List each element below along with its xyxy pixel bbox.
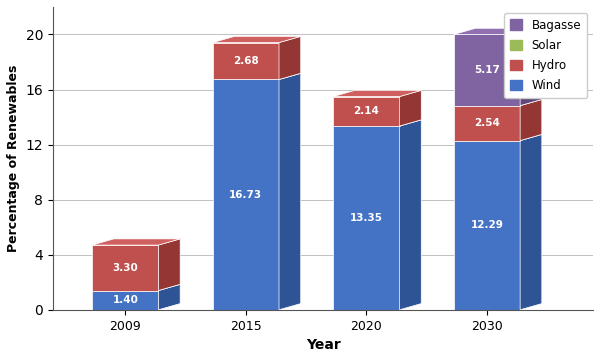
Polygon shape <box>333 90 421 97</box>
Polygon shape <box>213 36 301 43</box>
Bar <box>92 245 158 290</box>
Text: 13.35: 13.35 <box>350 213 383 223</box>
Polygon shape <box>400 120 421 310</box>
Polygon shape <box>454 134 542 141</box>
Polygon shape <box>213 73 301 79</box>
Text: 2.14: 2.14 <box>353 106 379 116</box>
Text: 1.40: 1.40 <box>112 295 138 305</box>
Polygon shape <box>92 284 180 290</box>
Legend: Bagasse, Solar, Hydro, Wind: Bagasse, Solar, Hydro, Wind <box>505 13 587 98</box>
Bar <box>333 97 400 126</box>
Polygon shape <box>279 36 301 79</box>
Polygon shape <box>454 28 542 34</box>
Bar <box>454 106 520 141</box>
Bar <box>454 141 520 310</box>
Bar <box>213 79 279 310</box>
Polygon shape <box>520 99 542 141</box>
Polygon shape <box>400 90 421 126</box>
Bar <box>333 126 400 310</box>
Text: 3.30: 3.30 <box>112 263 138 273</box>
Bar <box>454 34 520 106</box>
Polygon shape <box>279 73 301 310</box>
X-axis label: Year: Year <box>305 338 340 352</box>
Polygon shape <box>333 120 421 126</box>
Polygon shape <box>158 284 180 310</box>
Bar <box>213 43 279 79</box>
Polygon shape <box>520 134 542 310</box>
Bar <box>92 290 158 310</box>
Polygon shape <box>92 239 180 245</box>
Polygon shape <box>454 99 542 106</box>
Text: 2.68: 2.68 <box>233 56 259 66</box>
Polygon shape <box>520 28 542 106</box>
Polygon shape <box>158 239 180 290</box>
Text: 16.73: 16.73 <box>229 190 262 200</box>
Text: 12.29: 12.29 <box>470 220 503 230</box>
Text: 2.54: 2.54 <box>474 118 500 128</box>
Y-axis label: Percentage of Renewables: Percentage of Renewables <box>7 65 20 252</box>
Text: 5.17: 5.17 <box>474 65 500 75</box>
